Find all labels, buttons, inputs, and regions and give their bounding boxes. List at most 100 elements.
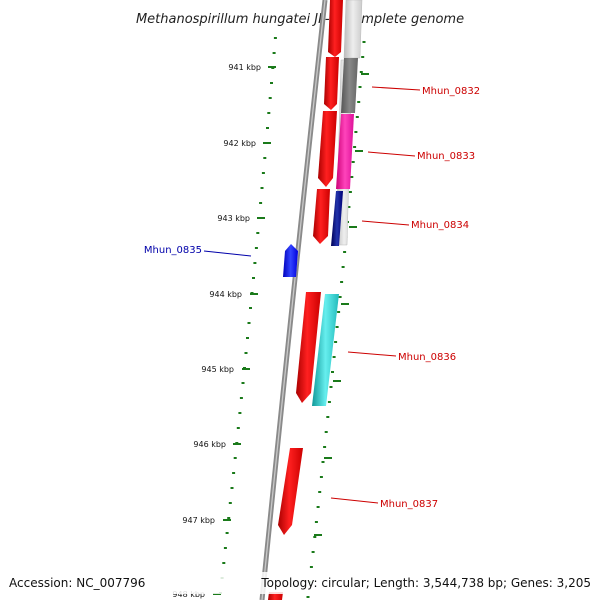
ruler-dot	[261, 172, 265, 174]
cds-mhun-0837	[278, 448, 303, 535]
gene-label-mhun-0837: Mhun_0837	[330, 497, 438, 510]
gene-label-text: Mhun_0837	[380, 499, 438, 510]
cog-feature-light	[343, 0, 363, 59]
ruler-dot	[348, 191, 352, 193]
ruler-dot	[268, 97, 272, 99]
cds-mhun-0832	[324, 57, 339, 110]
ruler-dot	[337, 311, 341, 313]
tick-label: 944 kbp	[209, 290, 242, 299]
accession-text: Accession: NC_007796	[9, 576, 145, 590]
ruler-tick-947: 947 kbp	[182, 516, 231, 525]
ruler-tick-944: 944 kbp	[209, 290, 258, 299]
gene-label-text: Mhun_0834	[411, 220, 469, 231]
ruler-dot	[323, 446, 327, 448]
ruler-dot	[273, 37, 277, 39]
tick-label: 942 kbp	[223, 139, 256, 148]
cds-mhun-0835	[283, 244, 298, 277]
ruler-dot	[260, 187, 264, 189]
cds-mhun-0836	[296, 292, 321, 403]
cog-feature-mhun-0832	[341, 58, 358, 113]
gene-label-mhun-0836: Mhun_0836	[347, 351, 456, 363]
ruler-dot	[362, 41, 366, 43]
ruler-dot	[311, 551, 315, 553]
ruler-dot	[246, 337, 249, 339]
ruler-tick-943: 943 kbp	[217, 214, 265, 223]
ruler-dot	[249, 307, 252, 309]
cds-mhun-0834	[313, 189, 330, 244]
ruler-dot	[351, 161, 355, 163]
gene-label-mhun-0835: Mhun_0835	[144, 245, 252, 257]
ruler-dot	[247, 322, 251, 324]
ruler-dot	[358, 86, 362, 88]
gene-label-mhun-0833: Mhun_0833	[367, 151, 475, 162]
genome-info-text: Topology: circular; Length: 3,544,738 bp…	[260, 576, 591, 590]
ruler-dot	[357, 101, 361, 103]
ruler-dot	[267, 112, 271, 114]
ruler-dot	[253, 262, 257, 264]
ruler-dot	[254, 247, 258, 249]
ruler-tick-946: 946 kbp	[193, 440, 241, 449]
ruler-dot	[355, 116, 359, 118]
ruler-dot	[252, 277, 255, 279]
genome-backbone-highlight	[261, 0, 326, 600]
ruler-dot	[225, 532, 229, 534]
ruler-dot	[332, 356, 336, 358]
ruler-dot	[230, 487, 234, 489]
ruler-dot	[314, 521, 318, 523]
map-title: Methanospirillum hungatei JF-1, complete…	[136, 12, 464, 27]
ruler-dot	[233, 457, 237, 459]
ruler-dots-left	[218, 37, 277, 594]
ruler-dot	[306, 596, 310, 598]
ruler-dot	[232, 472, 236, 474]
ruler-dot	[329, 386, 333, 388]
ruler-dot	[331, 371, 334, 373]
ruler-dot	[266, 127, 269, 129]
ruler-dot	[359, 71, 363, 73]
ruler-dot	[236, 427, 240, 429]
ruler-dot	[324, 431, 328, 433]
ruler-dot	[263, 157, 267, 159]
ruler-dot	[256, 232, 260, 234]
ruler-dot	[354, 131, 358, 133]
ruler-dot	[326, 416, 330, 418]
tick-label: 948 kbp	[172, 590, 205, 599]
ruler-dot	[347, 206, 351, 208]
ruler-dot	[335, 326, 339, 328]
gene-label-mhun-0832: Mhun_0832	[371, 86, 480, 97]
ruler-dot	[343, 251, 347, 253]
ruler-dot	[227, 517, 231, 519]
ruler-dot	[313, 536, 317, 538]
ruler-dot	[361, 56, 365, 58]
ruler-dot	[239, 397, 243, 399]
cog-feature-mhun-0833	[336, 114, 354, 189]
ruler-dot	[228, 502, 232, 504]
cog-feature-mhun-0836	[312, 294, 339, 406]
ruler-dot	[340, 281, 344, 283]
cds-feature-top	[328, 0, 343, 57]
right-ring-ticks	[314, 73, 369, 536]
gene-label-text: Mhun_0836	[398, 352, 456, 363]
ruler-dot	[272, 52, 276, 54]
ruler-dot	[341, 266, 345, 268]
gene-label-text: Mhun_0833	[417, 151, 475, 162]
ruler-dot	[309, 566, 313, 568]
ruler-dot	[238, 412, 242, 414]
ruler-dot	[353, 146, 357, 148]
ruler-dot	[319, 476, 323, 478]
tick-label: 947 kbp	[182, 516, 215, 525]
ruler-dot	[327, 401, 331, 403]
ruler-dot	[338, 296, 342, 298]
ruler-dot	[241, 382, 245, 384]
gene-label-text: Mhun_0832	[422, 86, 480, 97]
ruler-dot	[321, 461, 325, 463]
tick-label: 941 kbp	[228, 63, 261, 72]
ruler-dot	[223, 547, 227, 549]
footer-background	[0, 572, 600, 594]
ruler-dot	[244, 352, 248, 354]
tick-label: 943 kbp	[217, 214, 250, 223]
ruler-dot	[222, 562, 226, 564]
ruler-dot	[318, 491, 322, 493]
ruler-dot	[316, 506, 320, 508]
